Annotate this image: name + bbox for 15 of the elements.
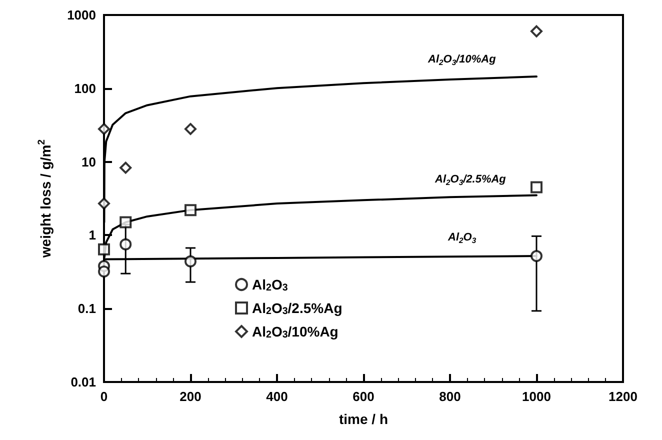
- y-tick-label: 1: [88, 228, 96, 243]
- x-tick-label: 600: [352, 389, 374, 404]
- x-axis-title: time / h: [338, 411, 388, 427]
- y-tick-label: 0.1: [78, 301, 96, 316]
- y-tick-label: 100: [74, 80, 96, 96]
- x-tick-label: 200: [180, 389, 202, 404]
- y-tick-label: 0.01: [70, 374, 96, 390]
- x-tick-label: 1200: [608, 389, 638, 404]
- y-axis-title: weight loss / g/m2: [36, 138, 54, 259]
- y-tick-label: 1000: [67, 8, 96, 22]
- y-tick-label: 10: [82, 154, 96, 170]
- x-tick-label: 800: [439, 389, 461, 404]
- x-tick-label: 0: [100, 389, 108, 404]
- x-tick-label: 400: [266, 389, 288, 404]
- x-tick-label: 1000: [522, 389, 551, 404]
